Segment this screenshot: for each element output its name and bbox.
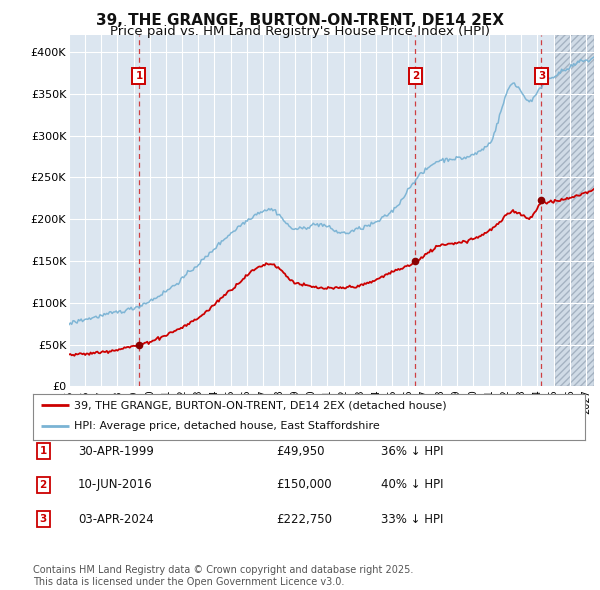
Text: 40% ↓ HPI: 40% ↓ HPI [381,478,443,491]
Text: 30-APR-1999: 30-APR-1999 [78,445,154,458]
Text: 33% ↓ HPI: 33% ↓ HPI [381,513,443,526]
Text: £49,950: £49,950 [276,445,325,458]
Text: 10-JUN-2016: 10-JUN-2016 [78,478,153,491]
Text: 1: 1 [40,447,47,456]
Text: 2: 2 [40,480,47,490]
Text: 39, THE GRANGE, BURTON-ON-TRENT, DE14 2EX: 39, THE GRANGE, BURTON-ON-TRENT, DE14 2E… [96,13,504,28]
Text: 3: 3 [538,71,545,81]
Text: HPI: Average price, detached house, East Staffordshire: HPI: Average price, detached house, East… [74,421,380,431]
Text: £150,000: £150,000 [276,478,332,491]
Text: Contains HM Land Registry data © Crown copyright and database right 2025.
This d: Contains HM Land Registry data © Crown c… [33,565,413,587]
Text: 2: 2 [412,71,419,81]
Text: 39, THE GRANGE, BURTON-ON-TRENT, DE14 2EX (detached house): 39, THE GRANGE, BURTON-ON-TRENT, DE14 2E… [74,400,447,410]
Text: £222,750: £222,750 [276,513,332,526]
Text: 1: 1 [136,71,143,81]
Text: 3: 3 [40,514,47,524]
Text: 03-APR-2024: 03-APR-2024 [78,513,154,526]
Text: 36% ↓ HPI: 36% ↓ HPI [381,445,443,458]
Text: Price paid vs. HM Land Registry's House Price Index (HPI): Price paid vs. HM Land Registry's House … [110,25,490,38]
